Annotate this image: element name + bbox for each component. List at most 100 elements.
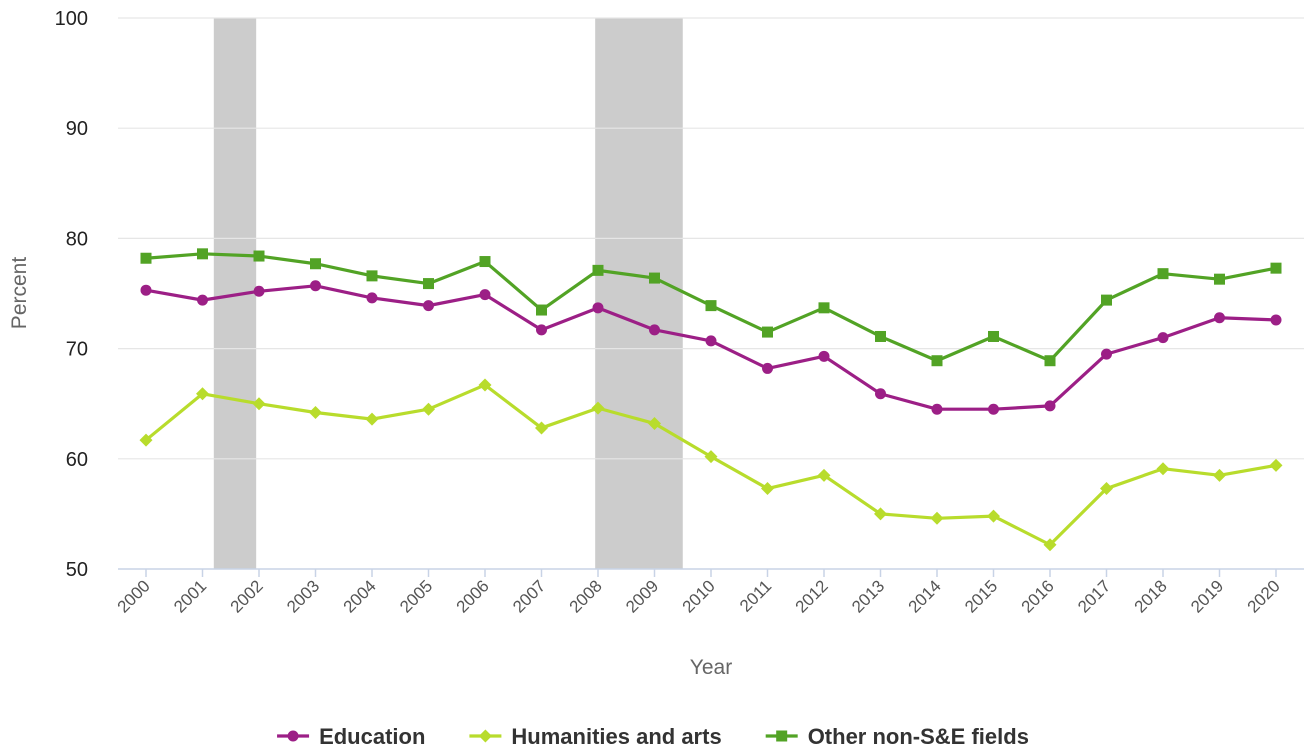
data-point-other-non-s-e-fields-2009: [649, 272, 660, 284]
x-tick-label-2020: 2020: [1244, 576, 1284, 616]
x-tick-label-2001: 2001: [170, 576, 210, 616]
y-tick-label-70: 70: [66, 339, 88, 361]
data-point-other-non-s-e-fields-2001: [197, 248, 208, 260]
legend-item-education: Education: [277, 724, 425, 749]
data-point-humanities-and-arts-2006: [478, 378, 492, 392]
data-point-education-2000: [140, 284, 152, 296]
data-point-education-2010: [705, 335, 717, 347]
x-tick-label-2003: 2003: [283, 576, 323, 616]
legend: Education Humanities and arts Other non-S&…: [277, 724, 1029, 749]
data-point-education-2013: [875, 388, 886, 400]
data-point-other-non-s-e-fields-2000: [140, 252, 152, 264]
data-point-education-2015: [988, 403, 999, 415]
data-point-humanities-and-arts-2000: [139, 433, 153, 447]
y-axis-title: Percent: [8, 257, 31, 330]
data-point-education-2007: [536, 324, 547, 336]
data-point-humanities-and-arts-2019: [1213, 468, 1226, 482]
legend-label-humanities-and-arts: Humanities and arts: [511, 724, 721, 749]
data-point-humanities-and-arts-2014: [930, 511, 944, 525]
y-tick-label-90: 90: [66, 118, 88, 140]
y-tick-label-60: 60: [66, 449, 88, 471]
series-layer: [139, 248, 1283, 552]
x-tick-label-2005: 2005: [396, 576, 436, 616]
x-tick-label-2015: 2015: [961, 576, 1001, 616]
data-point-other-non-s-e-fields-2019: [1214, 273, 1225, 285]
data-point-education-2006: [479, 289, 491, 301]
data-point-other-non-s-e-fields-2010: [705, 300, 717, 312]
data-point-education-2001: [197, 294, 208, 306]
data-point-humanities-and-arts-2011: [761, 482, 774, 496]
data-point-other-non-s-e-fields-2012: [818, 302, 830, 314]
data-point-humanities-and-arts-2001: [196, 387, 209, 401]
data-point-other-non-s-e-fields-2003: [310, 258, 321, 270]
data-point-humanities-and-arts-2003: [309, 406, 322, 420]
legend-label-other-non-s-e-fields: Other non-S&E fields: [808, 724, 1029, 749]
x-axis-title: Year: [690, 656, 732, 679]
x-tick-label-2008: 2008: [566, 576, 606, 616]
data-point-other-non-s-e-fields-2006: [479, 256, 491, 268]
data-point-education-2020: [1270, 314, 1282, 326]
data-point-other-non-s-e-fields-2013: [875, 330, 886, 342]
data-point-other-non-s-e-fields-2017: [1101, 294, 1112, 306]
x-tick-label-2004: 2004: [340, 576, 380, 616]
data-point-humanities-and-arts-2007: [535, 421, 548, 435]
data-point-other-non-s-e-fields-2016: [1044, 355, 1056, 367]
data-point-education-2017: [1101, 348, 1112, 360]
x-tick-label-2017: 2017: [1074, 576, 1114, 616]
x-tick-label-2011: 2011: [736, 576, 775, 615]
x-tick-label-2009: 2009: [622, 576, 662, 616]
data-point-other-non-s-e-fields-2008: [592, 264, 604, 276]
legend-marker-education: [287, 730, 299, 742]
data-point-education-2018: [1157, 332, 1169, 344]
legend-item-humanities-and-arts: Humanities and arts: [469, 724, 722, 749]
y-tick-label-80: 80: [66, 228, 88, 250]
data-point-education-2014: [931, 403, 943, 415]
x-tick-label-2010: 2010: [679, 576, 719, 616]
data-point-other-non-s-e-fields-2004: [366, 270, 378, 282]
data-point-other-non-s-e-fields-2002: [253, 250, 265, 262]
x-tick-label-2018: 2018: [1131, 576, 1171, 616]
recession-shading-layer: [213, 18, 683, 569]
series-humanities-and-arts: [139, 378, 1283, 552]
data-point-other-non-s-e-fields-2011: [762, 326, 773, 338]
x-tick-label-2002: 2002: [227, 576, 267, 616]
data-point-humanities-and-arts-2012: [817, 468, 831, 482]
data-point-education-2008: [592, 302, 604, 314]
x-tick-label-2013: 2013: [848, 576, 888, 616]
data-point-other-non-s-e-fields-2005: [423, 278, 434, 290]
data-point-education-2012: [818, 350, 830, 362]
data-point-humanities-and-arts-2008: [591, 401, 605, 415]
y-tick-label-100: 100: [55, 8, 88, 30]
series-education: [140, 280, 1282, 415]
data-point-humanities-and-arts-2009: [648, 417, 661, 431]
data-point-humanities-and-arts-2013: [874, 507, 887, 521]
legend-marker-humanities-and-arts: [478, 729, 492, 743]
x-tick-label-2016: 2016: [1018, 576, 1058, 616]
data-point-other-non-s-e-fields-2007: [536, 304, 547, 316]
data-point-education-2002: [253, 285, 265, 297]
x-tick-label-2006: 2006: [453, 576, 493, 616]
data-point-humanities-and-arts-2016: [1043, 538, 1057, 552]
data-point-other-non-s-e-fields-2020: [1270, 262, 1282, 274]
data-point-education-2011: [762, 362, 773, 374]
y-tick-label-50: 50: [66, 559, 88, 581]
recession-shade-2: [595, 18, 683, 569]
data-point-education-2005: [423, 300, 434, 312]
data-point-humanities-and-arts-2015: [987, 509, 1000, 523]
x-tick-label-2000: 2000: [114, 576, 154, 616]
x-tick-label-2012: 2012: [792, 576, 832, 616]
grid-layer: [118, 17, 1304, 460]
data-point-humanities-and-arts-2020: [1269, 458, 1283, 472]
data-point-education-2016: [1044, 400, 1056, 412]
data-point-other-non-s-e-fields-2014: [931, 355, 943, 367]
data-point-humanities-and-arts-2018: [1156, 462, 1170, 476]
data-point-education-2003: [310, 280, 321, 292]
data-point-humanities-and-arts-2004: [365, 412, 379, 426]
legend-label-education: Education: [319, 724, 425, 749]
x-tick-label-2014: 2014: [905, 576, 945, 616]
data-point-humanities-and-arts-2002: [252, 397, 266, 411]
data-point-education-2004: [366, 292, 378, 304]
data-point-other-non-s-e-fields-2018: [1157, 268, 1169, 280]
data-point-education-2019: [1214, 312, 1225, 324]
